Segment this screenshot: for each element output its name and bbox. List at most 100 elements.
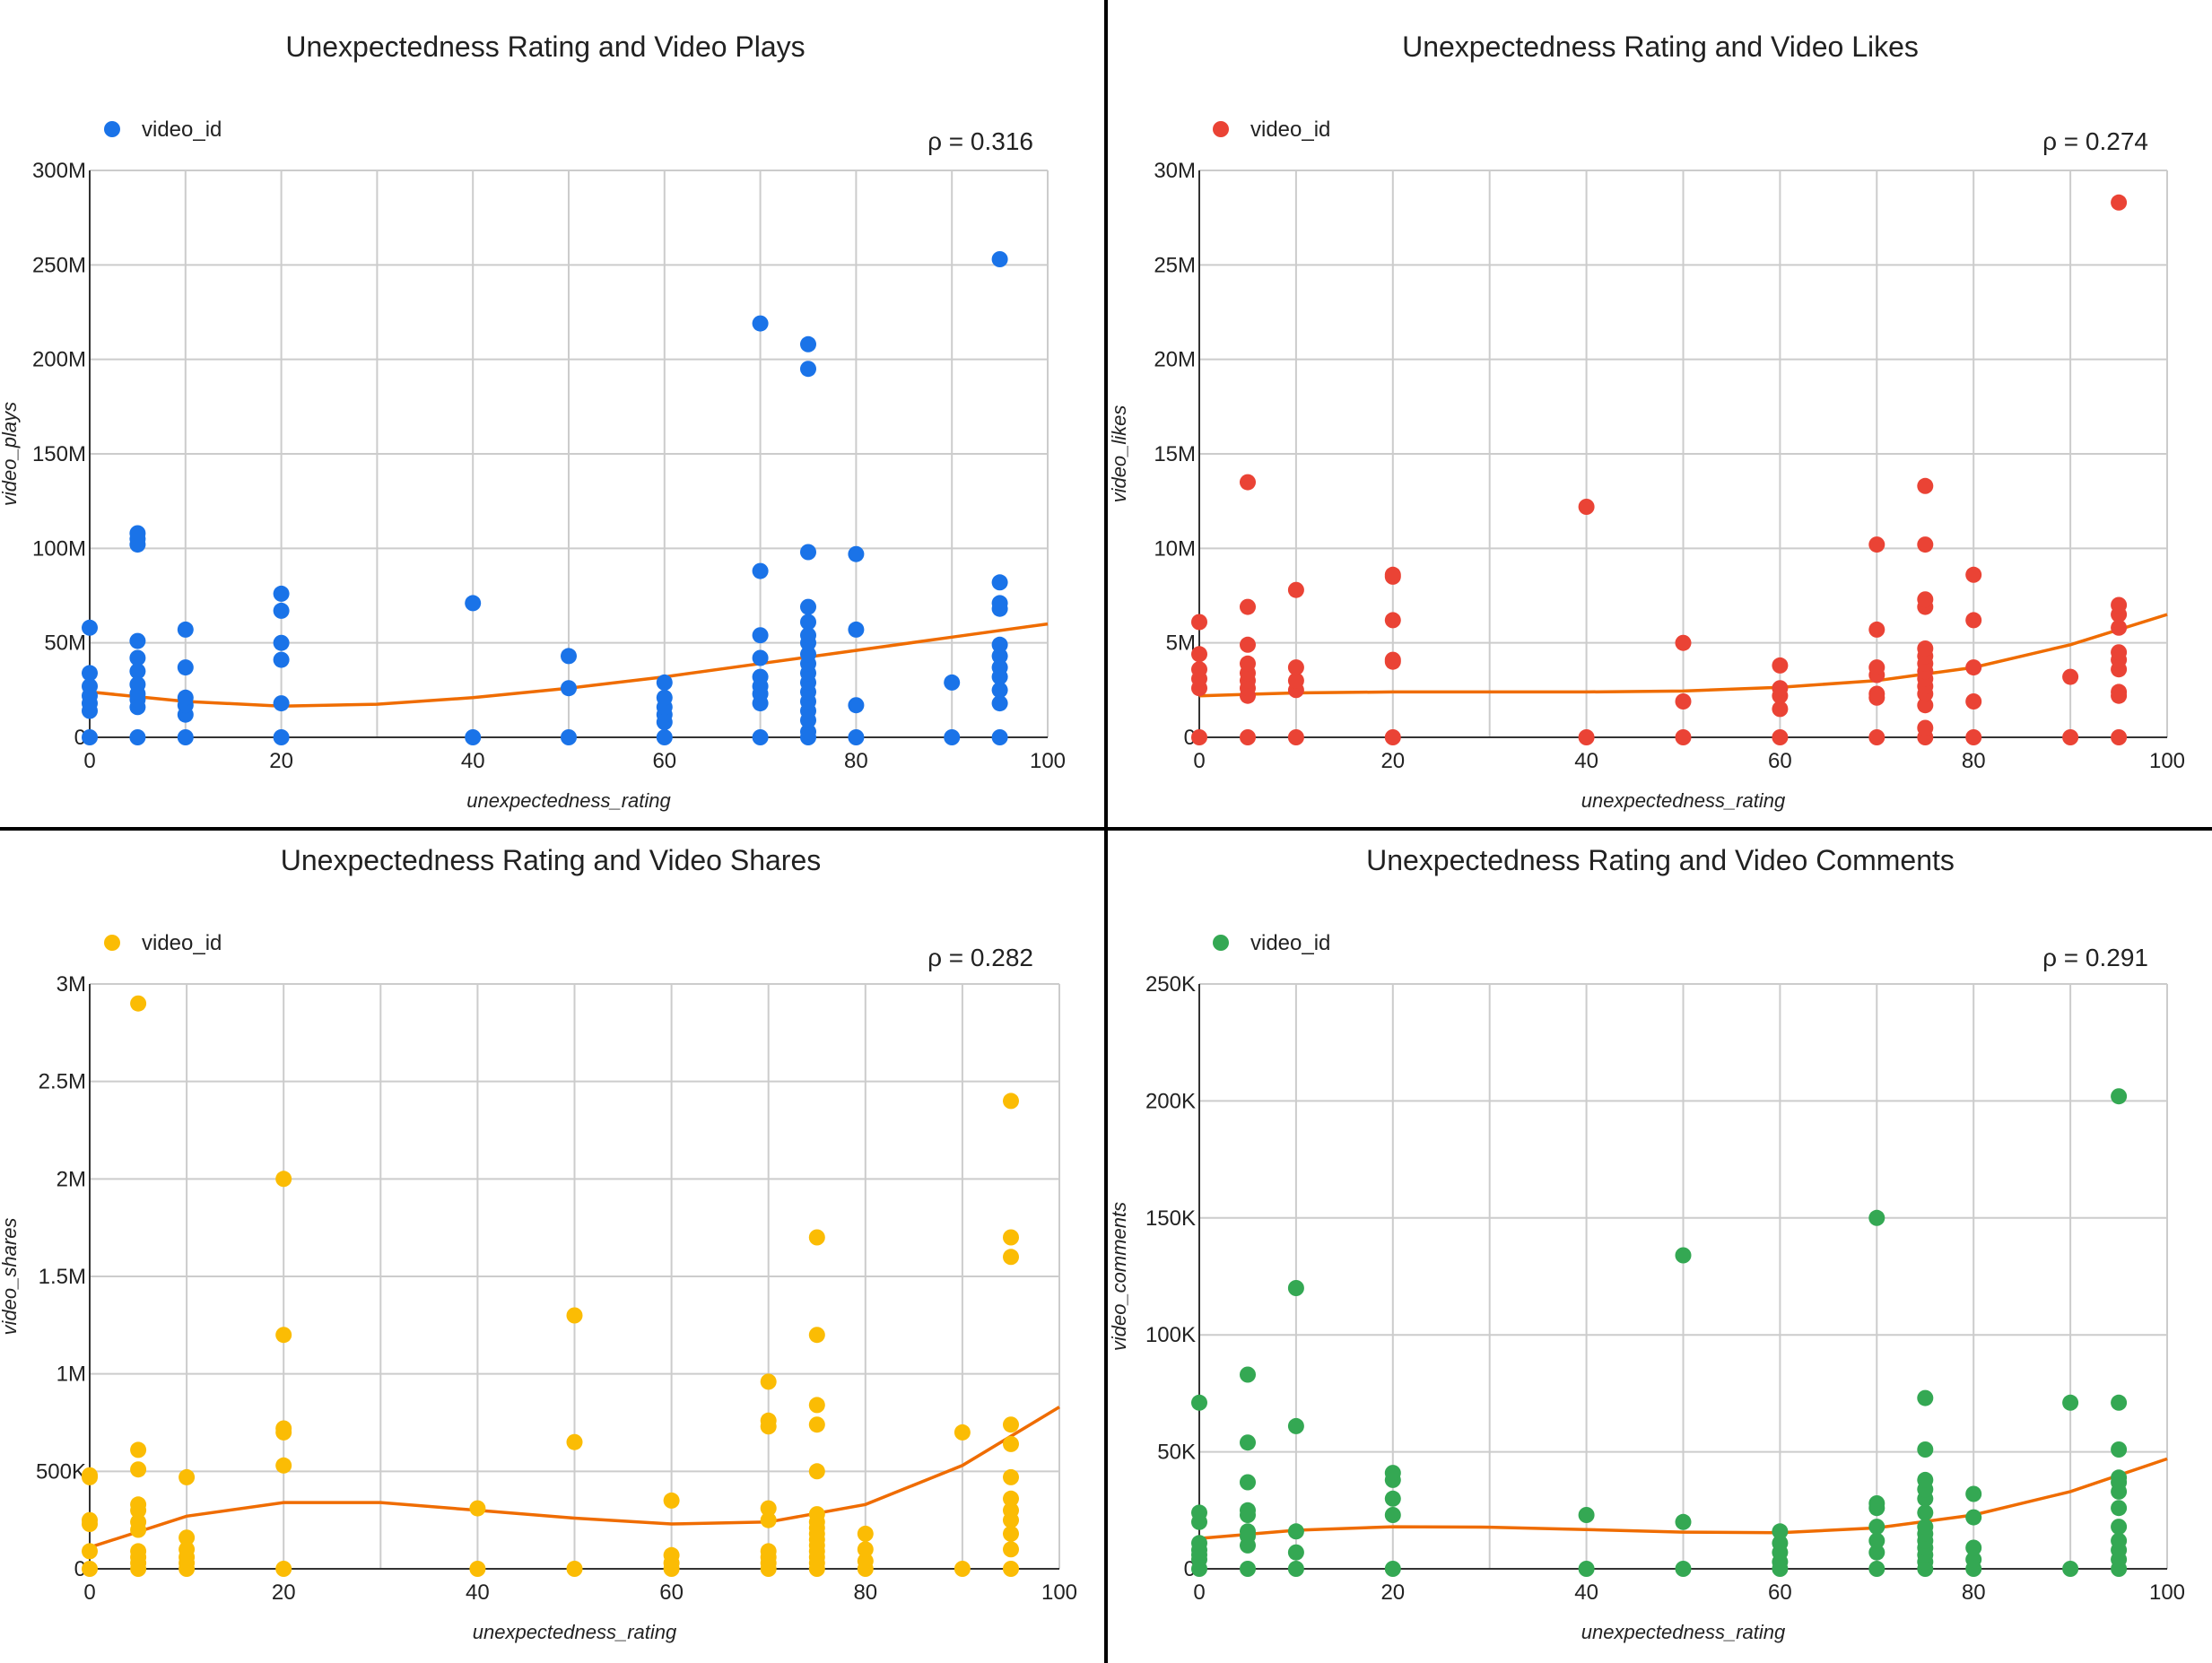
data-point	[656, 689, 673, 706]
data-point	[2111, 1500, 2128, 1517]
data-point	[1384, 1561, 1401, 1577]
data-point	[1003, 1416, 1019, 1433]
data-point	[2062, 729, 2079, 745]
data-point	[1675, 1561, 1692, 1577]
scatter-plot-plays: 0 20 40 60 80 100 0 50M 100M 150M 200M 250M 300M unex…	[0, 159, 1066, 812]
data-point	[857, 1553, 874, 1570]
x-tick-label: 80	[844, 749, 868, 773]
data-point	[1868, 1209, 1885, 1226]
data-point	[1868, 659, 1885, 676]
scatter-plot-shares: 0 20 40 60 80 100 0 500K 1M 1.5M 2M 2.5M 3M unexpecte…	[0, 972, 1077, 1643]
data-point	[760, 1412, 777, 1429]
y-tick-label: 20M	[1154, 348, 1196, 372]
data-point	[469, 1500, 486, 1517]
y-tick-label: 1.5M	[39, 1265, 86, 1289]
data-point	[1675, 729, 1692, 745]
data-point	[663, 1492, 680, 1509]
data-point	[760, 1500, 777, 1517]
data-point	[2062, 1561, 2079, 1577]
legend-marker	[1213, 935, 1229, 951]
y-tick-label: 5M	[1166, 631, 1196, 656]
x-axis-title: unexpectedness_rating	[1581, 789, 1786, 812]
data-point	[991, 682, 1008, 699]
data-point	[1003, 1525, 1019, 1542]
chart-shares-panel: Unexpectedness Rating and Video Shares v…	[0, 844, 1077, 1643]
data-point	[991, 251, 1008, 267]
data-point	[2111, 1469, 2128, 1486]
trendline	[1198, 613, 2168, 698]
chart-title: Unexpectedness Rating and Video Shares	[281, 844, 821, 876]
x-axis-title: unexpectedness_rating	[473, 1621, 677, 1643]
x-axis-title: unexpectedness_rating	[466, 789, 671, 812]
data-point	[991, 659, 1008, 676]
y-tick-label: 50M	[44, 631, 86, 656]
y-tick-label: 250K	[1145, 972, 1196, 997]
data-point	[1003, 1229, 1019, 1246]
y-tick-label: 200K	[1145, 1089, 1196, 1113]
x-tick-label: 20	[272, 1580, 296, 1605]
data-point	[1772, 1523, 1789, 1540]
data-point	[179, 1541, 196, 1558]
data-point	[129, 632, 146, 649]
data-point	[1240, 1366, 1256, 1383]
y-axis-title: video_plays	[0, 402, 21, 506]
data-point	[566, 1561, 583, 1577]
data-point	[1191, 1504, 1207, 1521]
data-point	[465, 729, 482, 745]
data-point	[129, 729, 146, 745]
data-point	[273, 634, 290, 651]
data-point	[1868, 1519, 1885, 1536]
data-point	[2111, 596, 2128, 614]
data-point	[1240, 1502, 1256, 1519]
data-point	[1868, 685, 1885, 702]
data-point	[1384, 729, 1401, 745]
data-point	[752, 562, 769, 579]
data-point	[808, 1327, 825, 1344]
y-axis-title: video_comments	[1108, 1202, 1130, 1351]
data-point	[1675, 1247, 1692, 1264]
data-point	[82, 678, 98, 695]
data-point	[1384, 1490, 1401, 1507]
y-tick-label: 250M	[32, 253, 86, 277]
data-point	[2111, 1088, 2128, 1105]
data-point	[848, 545, 865, 562]
data-point	[129, 649, 146, 666]
data-point	[1003, 1093, 1019, 1110]
data-point	[179, 1468, 196, 1485]
x-tick-label: 40	[466, 1580, 490, 1605]
data-point	[179, 1529, 196, 1546]
data-point	[561, 648, 577, 665]
x-tick-label: 20	[1380, 1580, 1405, 1605]
data-point	[82, 1561, 98, 1577]
data-point	[82, 1543, 98, 1560]
data-point	[1578, 499, 1595, 515]
data-point	[752, 668, 769, 685]
legend-label: video_id	[1250, 118, 1330, 142]
data-point	[1191, 614, 1207, 631]
data-point	[1868, 536, 1885, 553]
data-point	[1917, 1471, 1934, 1488]
data-point	[1384, 1465, 1401, 1482]
data-point	[1772, 680, 1789, 697]
chart-title: Unexpectedness Rating and Video Likes	[1402, 30, 1919, 63]
data-point	[760, 1373, 777, 1390]
y-tick-label: 2M	[57, 1167, 86, 1191]
data-point	[1917, 1504, 1934, 1521]
correlation-annotation: ρ = 0.291	[2042, 944, 2148, 971]
data-point	[82, 1511, 98, 1528]
y-tick-label: 30M	[1154, 159, 1196, 183]
data-point	[2062, 668, 2079, 685]
y-tick-label: 150K	[1145, 1206, 1196, 1231]
data-point	[130, 1461, 147, 1478]
data-point	[1287, 1561, 1304, 1577]
legend-marker	[104, 121, 120, 137]
data-point	[1191, 1535, 1207, 1552]
y-tick-label: 150M	[32, 442, 86, 466]
x-tick-label: 0	[1193, 749, 1205, 773]
correlation-annotation: ρ = 0.316	[927, 127, 1033, 155]
data-point	[1675, 634, 1692, 651]
x-tick-label: 0	[83, 1580, 95, 1605]
x-tick-label: 100	[1030, 749, 1066, 773]
data-point	[1965, 1539, 1982, 1556]
